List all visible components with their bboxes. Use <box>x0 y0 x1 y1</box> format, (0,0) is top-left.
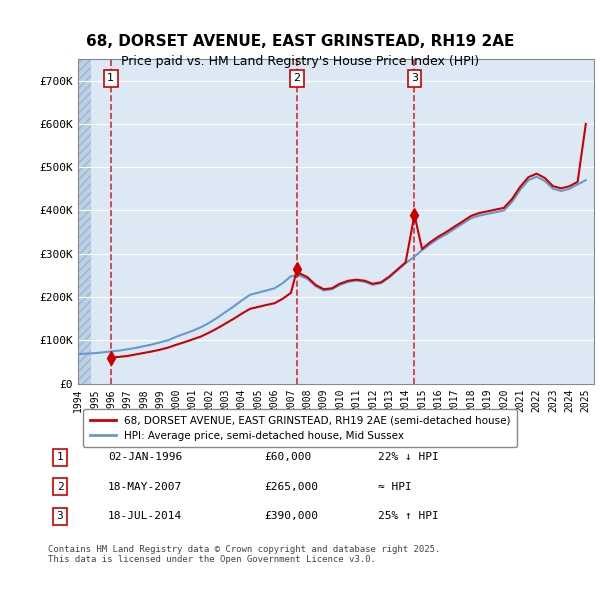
Text: £390,000: £390,000 <box>264 512 318 521</box>
Text: ≈ HPI: ≈ HPI <box>378 482 412 491</box>
Text: 18-MAY-2007: 18-MAY-2007 <box>108 482 182 491</box>
Text: 02-JAN-1996: 02-JAN-1996 <box>108 453 182 462</box>
Text: 1: 1 <box>107 74 115 83</box>
Text: £60,000: £60,000 <box>264 453 311 462</box>
Text: 3: 3 <box>411 74 418 83</box>
Text: 18-JUL-2014: 18-JUL-2014 <box>108 512 182 521</box>
Text: 1: 1 <box>56 453 64 462</box>
Text: Contains HM Land Registry data © Crown copyright and database right 2025.
This d: Contains HM Land Registry data © Crown c… <box>48 545 440 564</box>
Legend: 68, DORSET AVENUE, EAST GRINSTEAD, RH19 2AE (semi-detached house), HPI: Average : 68, DORSET AVENUE, EAST GRINSTEAD, RH19 … <box>83 409 517 447</box>
Text: 2: 2 <box>293 74 301 83</box>
Text: Price paid vs. HM Land Registry's House Price Index (HPI): Price paid vs. HM Land Registry's House … <box>121 55 479 68</box>
Text: 22% ↓ HPI: 22% ↓ HPI <box>378 453 439 462</box>
Text: 3: 3 <box>56 512 64 521</box>
Bar <box>78 59 91 384</box>
Text: £265,000: £265,000 <box>264 482 318 491</box>
Text: 68, DORSET AVENUE, EAST GRINSTEAD, RH19 2AE: 68, DORSET AVENUE, EAST GRINSTEAD, RH19 … <box>86 34 514 49</box>
Text: 2: 2 <box>56 482 64 491</box>
Text: 25% ↑ HPI: 25% ↑ HPI <box>378 512 439 521</box>
